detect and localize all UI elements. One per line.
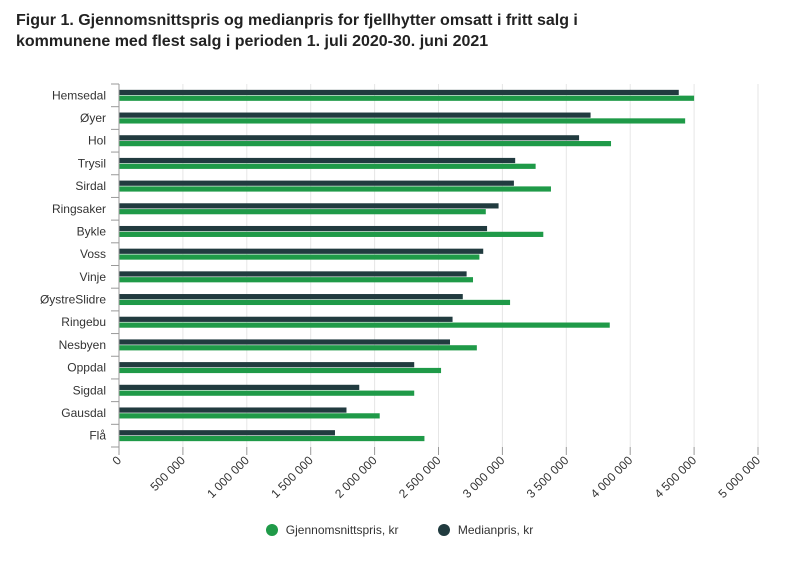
- bar-mean: [119, 299, 511, 306]
- category-label: Hemsedal: [52, 88, 106, 102]
- legend-label-median: Medianpris, kr: [457, 523, 534, 538]
- x-tick-label: 500 000: [147, 453, 188, 494]
- category-label: Ringsaker: [52, 202, 106, 216]
- x-tick-label: 1 000 000: [204, 453, 252, 501]
- x-tick-label: 4 000 000: [588, 453, 636, 501]
- x-tick-label: 5 000 000: [715, 453, 763, 501]
- legend-item-median[interactable]: Medianpris, kr: [437, 522, 534, 538]
- legend-marker-median: [437, 524, 450, 537]
- bar-mean: [119, 367, 442, 374]
- category-label: Trysil: [78, 156, 106, 170]
- x-tick-label: 3 500 000: [524, 453, 572, 501]
- chart-title: Figur 1. Gjennomsnittspris og medianpris…: [16, 10, 786, 52]
- bar-chart: Hemsedal Øyer Hol Trysil Sirdal Ringsaker Bykl…: [40, 83, 763, 501]
- bar-median: [119, 294, 463, 300]
- category-label: ØystreSlidre: [40, 293, 106, 307]
- category-label: Sirdal: [75, 179, 106, 193]
- bar-median: [119, 271, 467, 277]
- chart-title-line-1: Figur 1. Gjennomsnittspris og medianpris…: [16, 12, 578, 29]
- bar-mean: [119, 95, 695, 101]
- category-label: Øyer: [80, 111, 106, 125]
- bar-mean: [119, 118, 686, 124]
- legend-label-mean: Gjennomsnittspris, kr: [285, 523, 399, 538]
- bar-median: [119, 180, 514, 186]
- bar-mean: [119, 231, 544, 237]
- bar-mean: [119, 277, 474, 283]
- category-label: Ringebu: [61, 315, 106, 329]
- x-tick-label: 3 000 000: [460, 453, 508, 501]
- category-label: Flå: [89, 429, 106, 443]
- bar-median: [119, 112, 591, 118]
- bar-median: [119, 135, 580, 141]
- category-label: Hol: [88, 134, 106, 148]
- bar-median: [119, 407, 347, 413]
- legend-marker-mean: [265, 524, 278, 537]
- bar-median: [119, 248, 484, 254]
- category-label: Vinje: [80, 270, 107, 284]
- x-tick-label: 2 500 000: [396, 453, 444, 501]
- category-label: Nesbyen: [59, 338, 106, 352]
- bar-median: [119, 203, 499, 209]
- bar-mean: [119, 209, 486, 215]
- bar-median: [119, 362, 415, 368]
- bar-mean: [119, 163, 536, 169]
- bar-median: [119, 316, 453, 322]
- category-label: Bykle: [77, 224, 107, 238]
- bar-mean: [119, 254, 480, 260]
- bar-median: [119, 89, 679, 96]
- category-label: Sigdal: [73, 383, 106, 397]
- bar-mean: [119, 186, 551, 192]
- x-tick-label: 0: [109, 453, 124, 468]
- x-tick-label: 2 000 000: [332, 453, 380, 501]
- bar-median: [119, 430, 335, 436]
- category-label: Voss: [80, 247, 106, 261]
- bar-mean: [119, 435, 425, 442]
- category-label: Gausdal: [61, 406, 106, 420]
- bar-median: [119, 384, 360, 390]
- bar-median: [119, 157, 516, 164]
- bar-mean: [119, 413, 380, 419]
- chart-title-line-2: kommunene med flest salg i perioden 1. j…: [16, 33, 489, 50]
- bar-mean: [119, 141, 612, 147]
- x-tick-label: 4 500 000: [652, 453, 700, 501]
- legend-item-mean[interactable]: Gjennomsnittspris, kr: [265, 522, 399, 538]
- bar-median: [119, 339, 451, 345]
- bar-mean: [119, 345, 477, 351]
- bar-mean: [119, 322, 610, 328]
- bar-mean: [119, 390, 415, 396]
- bar-median: [119, 225, 488, 232]
- category-label: Oppdal: [67, 361, 106, 375]
- x-tick-label: 1 500 000: [268, 453, 316, 501]
- chart-legend: Gjennomsnittspris, kr Medianpris, kr: [0, 522, 799, 537]
